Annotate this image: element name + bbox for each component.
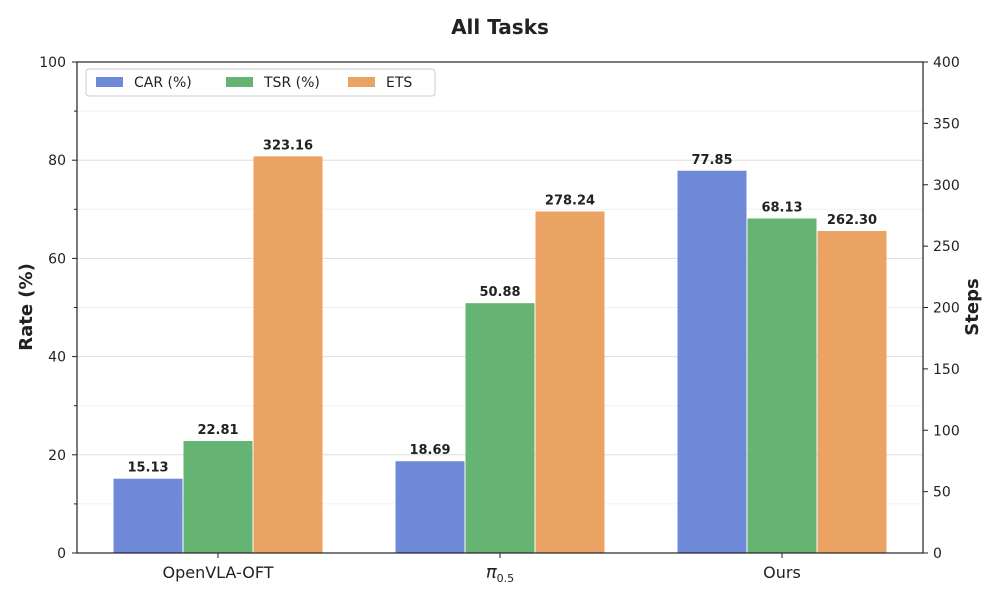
value-label: 262.30 [827,213,877,228]
bar [677,170,747,553]
bar [113,478,183,553]
value-label: 323.16 [263,138,313,153]
category-labels: OpenVLA-OFT π0.5 Ours [162,553,801,585]
tick-label: 100 [39,55,66,71]
tick-label: 50 [933,485,951,501]
tick-label: 0 [57,546,66,562]
bar [183,441,253,553]
bar [747,218,817,554]
value-label: 278.24 [545,193,595,208]
value-label: 50.88 [479,285,520,300]
bars [113,156,887,554]
right-axis-ticks: 0 50 100 150 200 250 300 350 400 [923,55,960,562]
value-label: 18.69 [409,443,450,458]
bar [395,461,465,553]
left-axis-label: Rate (%) [16,263,37,351]
tick-label: 20 [48,448,66,464]
bar [535,211,605,554]
category-label: π0.5 [486,562,514,585]
legend-swatch [96,77,123,87]
bar [253,156,323,553]
tick-label: 0 [933,546,942,562]
legend-entry: TSR (%) [263,75,320,91]
legend-swatch [348,77,375,87]
value-labels: 15.13 22.81 323.16 18.69 50.88 278.24 77.85 68.… [127,138,877,475]
legend-box [85,68,436,97]
value-label: 15.13 [127,461,168,476]
tick-label: 250 [933,239,960,255]
tick-label: 350 [933,116,960,132]
legend-swatch [226,77,253,87]
bar [817,231,887,554]
chart-title: All Tasks [451,15,549,39]
tick-label: 60 [48,251,66,267]
left-axis-ticks: 0 20 40 60 80 100 [39,55,77,562]
tick-label: 100 [933,423,960,439]
category-label: Ours [763,563,801,582]
legend-entry: ETS [386,75,412,91]
bar [465,303,535,553]
tick-label: 80 [48,153,66,169]
tick-label: 400 [933,55,960,71]
tick-label: 40 [48,350,66,366]
legend: CAR (%) TSR (%) ETS [85,68,436,97]
value-label: 68.13 [761,200,802,215]
value-label: 22.81 [197,423,238,438]
value-label: 77.85 [691,153,732,168]
category-label: OpenVLA-OFT [162,563,273,582]
tick-label: 150 [933,362,960,378]
right-axis-label: Steps [962,278,983,335]
legend-entry: CAR (%) [134,75,192,91]
tick-label: 200 [933,301,960,317]
tick-label: 300 [933,178,960,194]
